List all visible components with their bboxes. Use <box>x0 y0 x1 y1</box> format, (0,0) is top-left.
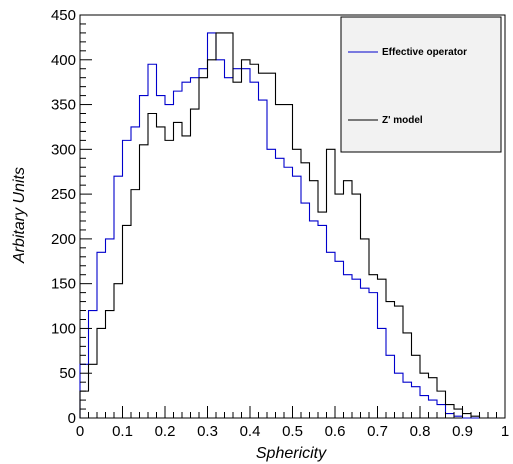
y-axis-title: Arbitary Units <box>11 167 28 264</box>
x-tick-label: 1 <box>501 423 509 440</box>
y-tick-label: 100 <box>51 320 76 337</box>
x-tick-label: 0 <box>76 423 84 440</box>
x-tick-label: 0.3 <box>197 423 218 440</box>
x-tick-label: 0.4 <box>240 423 261 440</box>
y-tick-label: 300 <box>51 141 76 158</box>
x-tick-label: 0.6 <box>325 423 346 440</box>
x-tick-label: 0.2 <box>155 423 176 440</box>
x-tick-label: 0.5 <box>282 423 303 440</box>
axes-layer: 0 0.1 0.2 0.3 0.4 0.5 0.6 0.7 0.8 0.9 1 0 50 100 150 20… <box>51 7 509 440</box>
series-line-effective-operator <box>79 32 505 419</box>
x-axis-title: Sphericity <box>256 445 327 462</box>
x-tick-label: 0.9 <box>452 423 473 440</box>
x-tick-label: 0.7 <box>367 423 388 440</box>
y-tick-label: 400 <box>51 52 76 69</box>
y-tick-label: 50 <box>59 365 76 382</box>
y-tick-label: 450 <box>51 7 76 24</box>
y-tick-label: 0 <box>68 410 76 427</box>
y-tick-label: 150 <box>51 276 76 293</box>
legend-label-effective-operator: Effective operator <box>382 47 467 58</box>
series-line-zprime-model <box>79 32 505 419</box>
x-tick-label: 0.1 <box>112 423 133 440</box>
x-tick-label: 0.8 <box>410 423 431 440</box>
series-layer <box>79 32 505 419</box>
legend: Effective operator Z' model <box>340 16 502 153</box>
y-tick-label: 250 <box>51 186 76 203</box>
legend-label-zprime-model: Z' model <box>382 115 423 126</box>
legend-box <box>340 16 502 153</box>
y-tick-label: 350 <box>51 97 76 114</box>
y-tick-label: 200 <box>51 231 76 248</box>
